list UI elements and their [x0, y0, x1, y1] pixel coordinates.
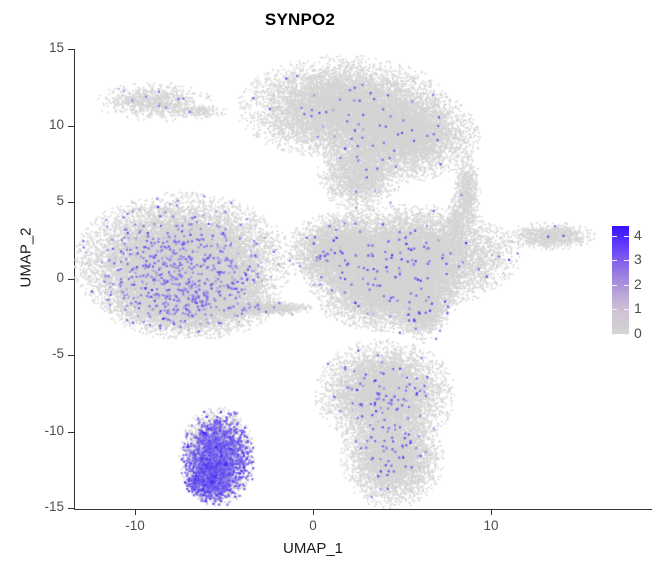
x-tick-mark — [135, 509, 136, 515]
y-tick-label: -15 — [44, 499, 64, 514]
y-tick-mark — [68, 125, 74, 127]
colorbar-tick-mark — [612, 235, 617, 237]
x-tick-label: 0 — [309, 518, 317, 533]
y-tick-label: 0 — [56, 269, 64, 285]
colorbar-tick-label: 2 — [634, 275, 642, 292]
x-tick-label: 10 — [483, 518, 499, 533]
colorbar-tick-label: 0 — [634, 325, 642, 341]
y-tick-label: 10 — [48, 116, 64, 132]
colorbar-tick-mark — [612, 284, 617, 286]
y-tick-label: -5 — [51, 346, 64, 361]
colorbar-tick-label: 1 — [634, 300, 642, 317]
x-tick-label: -10 — [125, 518, 145, 533]
colorbar-tick-mark — [612, 260, 617, 262]
y-tick-label: -10 — [44, 422, 64, 438]
colorbar-tick-mark — [612, 334, 617, 335]
y-tick-label: 15 — [48, 40, 64, 55]
colorbar-tick-mark — [624, 284, 629, 286]
colorbar-tick-mark — [612, 309, 617, 311]
colorbar-tick-mark — [624, 309, 629, 311]
y-tick-mark — [68, 278, 74, 280]
y-tick-mark — [68, 508, 74, 509]
scatter-plot-area — [74, 20, 652, 509]
colorbar-tick-mark — [624, 260, 629, 262]
x-tick-mark — [313, 509, 314, 515]
y-tick-mark — [68, 202, 74, 203]
x-axis-label: UMAP_1 — [282, 540, 344, 557]
colorbar-tick-mark — [624, 235, 629, 237]
y-tick-mark — [68, 431, 74, 433]
expression-colorbar — [612, 226, 629, 334]
x-axis-line — [74, 509, 652, 510]
y-tick-label: 5 — [56, 193, 64, 208]
y-tick-mark — [68, 355, 74, 356]
colorbar-tick-label: 4 — [634, 226, 642, 243]
y-tick-mark — [68, 49, 74, 50]
x-tick-mark — [491, 509, 492, 515]
colorbar-tick-mark — [624, 334, 629, 335]
colorbar-tick-label: 3 — [634, 251, 642, 268]
